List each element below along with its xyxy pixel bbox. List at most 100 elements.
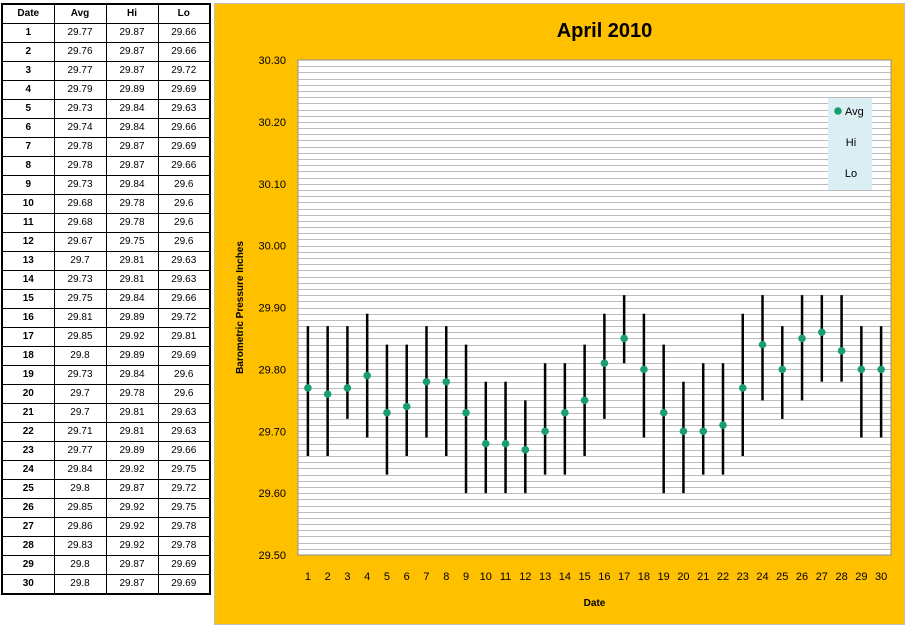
cell-avg: 29.85 xyxy=(53,498,107,518)
y-tick-label: 29.90 xyxy=(258,303,286,315)
cell-hi: 29.78 xyxy=(105,194,159,214)
cell-avg: 29.73 xyxy=(53,365,107,385)
x-tick-label: 8 xyxy=(443,571,449,583)
avg-point xyxy=(481,439,490,448)
header-avg: Avg xyxy=(53,3,107,24)
avg-point xyxy=(580,396,589,405)
x-tick-label: 2 xyxy=(325,571,331,583)
x-tick-label: 9 xyxy=(463,571,469,583)
cell-date: 26 xyxy=(1,498,55,518)
cell-hi: 29.84 xyxy=(105,118,159,138)
cell-lo: 29.6 xyxy=(157,213,211,233)
cell-lo: 29.6 xyxy=(157,194,211,214)
x-tick-label: 12 xyxy=(519,571,531,583)
cell-date: 11 xyxy=(1,213,55,233)
avg-point xyxy=(738,384,747,392)
avg-point xyxy=(877,365,885,374)
cell-avg: 29.7 xyxy=(53,384,107,404)
table-row: 20 29.7 29.78 29.6 xyxy=(1,384,211,404)
table-row: 17 29.85 29.92 29.81 xyxy=(1,327,211,347)
x-tick-label: 26 xyxy=(796,571,808,583)
cell-hi: 29.92 xyxy=(105,460,159,480)
avg-point xyxy=(857,365,866,374)
y-tick-label: 30.10 xyxy=(258,179,286,191)
cell-lo: 29.75 xyxy=(157,460,211,480)
cell-date: 22 xyxy=(1,422,55,442)
chart-title: April 2010 xyxy=(557,20,653,42)
cell-hi: 29.87 xyxy=(105,23,159,43)
table-row: 29 29.8 29.87 29.69 xyxy=(1,555,211,575)
x-tick-label: 24 xyxy=(756,571,768,583)
cell-lo: 29.72 xyxy=(157,61,211,81)
avg-point xyxy=(442,377,451,386)
cell-hi: 29.87 xyxy=(105,574,159,595)
cell-hi: 29.87 xyxy=(105,479,159,499)
avg-point xyxy=(402,402,411,411)
table-header-row: Date Avg Hi Lo xyxy=(1,3,211,24)
avg-point xyxy=(699,427,708,436)
avg-point xyxy=(640,365,648,374)
avg-point xyxy=(818,328,826,337)
cell-lo: 29.66 xyxy=(157,118,211,138)
avg-point xyxy=(600,359,609,367)
cell-date: 17 xyxy=(1,327,55,347)
cell-date: 1 xyxy=(1,23,55,43)
avg-point xyxy=(541,427,549,436)
table-row: 11 29.68 29.78 29.6 xyxy=(1,213,211,233)
cell-date: 3 xyxy=(1,61,55,81)
x-tick-label: 30 xyxy=(875,571,887,583)
cell-lo: 29.6 xyxy=(157,365,211,385)
x-tick-label: 21 xyxy=(697,571,709,583)
x-tick-label: 28 xyxy=(835,571,847,583)
cell-hi: 29.78 xyxy=(105,384,159,404)
x-tick-label: 5 xyxy=(384,571,390,583)
table-row: 14 29.73 29.81 29.63 xyxy=(1,270,211,290)
cell-hi: 29.87 xyxy=(105,555,159,575)
cell-hi: 29.81 xyxy=(105,403,159,423)
y-tick-label: 29.70 xyxy=(258,426,286,438)
cell-avg: 29.74 xyxy=(53,118,107,138)
cell-hi: 29.89 xyxy=(105,308,159,328)
legend-avg-marker xyxy=(834,107,842,115)
x-tick-label: 6 xyxy=(404,571,410,583)
table-row: 2 29.76 29.87 29.66 xyxy=(1,42,211,62)
cell-avg: 29.73 xyxy=(53,270,107,290)
cell-hi: 29.78 xyxy=(105,213,159,233)
cell-lo: 29.81 xyxy=(157,327,211,347)
cell-lo: 29.69 xyxy=(157,80,211,100)
avg-point xyxy=(383,408,391,417)
cell-avg: 29.71 xyxy=(53,422,107,442)
table-row: 25 29.8 29.87 29.72 xyxy=(1,479,211,499)
header-hi: Hi xyxy=(105,3,159,24)
cell-lo: 29.66 xyxy=(157,441,211,461)
x-tick-label: 7 xyxy=(423,571,429,583)
cell-lo: 29.6 xyxy=(157,384,211,404)
cell-lo: 29.63 xyxy=(157,403,211,423)
x-tick-label: 25 xyxy=(776,571,788,583)
avg-point xyxy=(798,334,806,343)
y-tick-label: 30.20 xyxy=(258,117,286,129)
cell-hi: 29.87 xyxy=(105,137,159,157)
x-tick-label: 22 xyxy=(717,571,729,583)
table-row: 7 29.78 29.87 29.69 xyxy=(1,137,211,157)
avg-point xyxy=(561,408,569,417)
table-row: 24 29.84 29.92 29.75 xyxy=(1,460,211,480)
avg-point xyxy=(679,427,688,436)
cell-lo: 29.66 xyxy=(157,42,211,62)
cell-lo: 29.6 xyxy=(157,175,211,195)
cell-hi: 29.87 xyxy=(105,61,159,81)
x-tick-label: 1 xyxy=(305,571,311,583)
cell-lo: 29.66 xyxy=(157,23,211,43)
cell-avg: 29.68 xyxy=(53,194,107,214)
cell-avg: 29.78 xyxy=(53,156,107,176)
pressure-chart: April 2010 29.50 29.60 29.70 29.80 29.90 30.00… xyxy=(235,20,892,609)
table-row: 1 29.77 29.87 29.66 xyxy=(1,23,211,43)
cell-hi: 29.84 xyxy=(105,175,159,195)
avg-point xyxy=(462,408,470,417)
cell-lo: 29.69 xyxy=(157,137,211,157)
legend-hi-label: Hi xyxy=(846,137,856,149)
cell-date: 18 xyxy=(1,346,55,366)
cell-lo: 29.78 xyxy=(157,536,211,556)
cell-avg: 29.67 xyxy=(53,232,107,252)
y-tick-label: 29.80 xyxy=(258,364,286,376)
